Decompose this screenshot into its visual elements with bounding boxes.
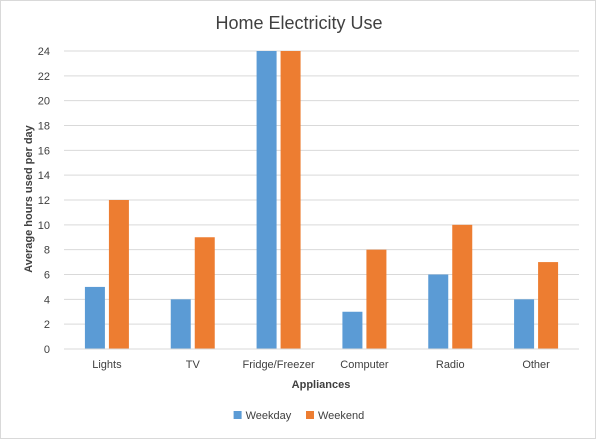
y-tick-label: 8 <box>44 245 50 257</box>
y-axis-title: Average hours used per day <box>23 124 35 272</box>
y-tick-label: 14 <box>38 170 50 182</box>
bar-weekday-other <box>514 299 535 349</box>
chart-title: Home Electricity Use <box>215 13 382 33</box>
y-tick-label: 24 <box>38 46 50 58</box>
legend: Weekday Weekend <box>233 410 364 422</box>
legend-swatch-weekend <box>306 411 314 419</box>
x-axis-title: Appliances <box>292 379 351 391</box>
bar-weekday-radio <box>428 274 449 349</box>
bar-weekday-tv <box>170 299 191 349</box>
y-tick-label: 4 <box>44 294 50 306</box>
y-tick-label: 0 <box>44 344 50 356</box>
bar-weekend-tv <box>194 237 215 349</box>
legend-label-weekday: Weekday <box>246 410 292 422</box>
category-label: Computer <box>340 359 389 371</box>
category-label: Lights <box>92 359 122 371</box>
category-labels: Lights TV Fridge/Freezer Computer Radio Other <box>92 359 550 371</box>
bar-weekend-fridge-freezer <box>280 51 301 349</box>
bar-weekday-fridge-freezer <box>256 51 277 349</box>
bar-weekend-computer <box>366 249 387 349</box>
bar-weekend-lights <box>108 200 129 349</box>
bar-weekend-other <box>538 262 559 349</box>
category-label: Other <box>522 359 550 371</box>
bars <box>84 51 559 349</box>
y-tick-label: 22 <box>38 71 50 83</box>
bar-weekend-radio <box>452 224 473 349</box>
category-label: Radio <box>436 359 465 371</box>
legend-label-weekend: Weekend <box>318 410 364 422</box>
legend-swatch-weekday <box>233 411 242 419</box>
y-tick-label: 10 <box>38 220 50 232</box>
y-tick-label: 16 <box>38 145 50 157</box>
category-label: TV <box>186 359 201 371</box>
y-tick-label: 18 <box>38 121 50 133</box>
y-tick-label: 20 <box>38 96 50 108</box>
bar-weekday-computer <box>342 311 363 349</box>
y-tick-label: 12 <box>38 195 50 207</box>
bar-weekday-lights <box>84 286 105 349</box>
category-label: Fridge/Freezer <box>243 359 315 371</box>
y-tick-label: 6 <box>44 270 50 282</box>
gridlines <box>64 50 579 325</box>
y-tick-label: 2 <box>44 319 50 331</box>
